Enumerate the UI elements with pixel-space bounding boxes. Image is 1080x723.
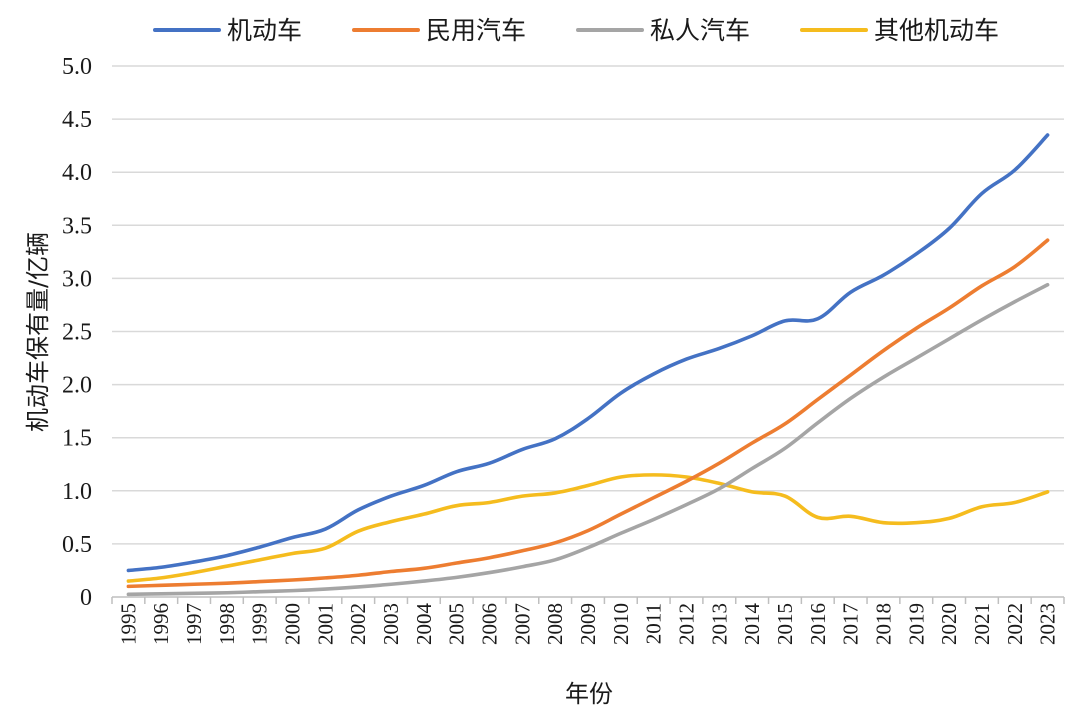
x-tick-label: 2002 — [346, 603, 370, 645]
series-line-1 — [126, 133, 1050, 573]
x-tick-label: 2018 — [871, 603, 895, 645]
x-tick-label: 2008 — [543, 603, 567, 645]
x-tick-label: 1999 — [248, 603, 272, 645]
x-tick-label: 2006 — [478, 603, 502, 645]
legend-label: 民用汽车 — [426, 16, 526, 45]
x-tick-label: 2003 — [379, 603, 403, 645]
series-line-4 — [126, 473, 1050, 583]
x-tick-label: 2020 — [937, 603, 961, 645]
gridlines — [112, 65, 1064, 598]
x-tick-label: 2011 — [642, 603, 666, 644]
x-tick-label: 2015 — [773, 603, 797, 645]
y-tick-label: 0 — [80, 585, 92, 611]
x-tick-label: 2023 — [1036, 603, 1060, 645]
y-tick-label: 1.0 — [62, 479, 92, 505]
x-tick-label: 2005 — [445, 603, 469, 645]
series-lines — [126, 133, 1050, 597]
y-tick-label: 3.5 — [62, 213, 92, 239]
x-tick-label: 2013 — [707, 603, 731, 645]
y-tick-label: 4.5 — [62, 107, 92, 133]
y-tick-label: 4.0 — [62, 160, 92, 186]
x-tick-label: 2001 — [313, 603, 337, 645]
x-tick-label: 2010 — [609, 603, 633, 645]
legend-label: 私人汽车 — [650, 16, 750, 45]
x-tick-label: 1995 — [116, 603, 140, 645]
x-axis-ticks: 1995 1996 1997 1998 1999 2000 2001 2002 2003 2004… — [111, 597, 1065, 646]
series-line-2 — [126, 238, 1050, 589]
y-axis-ticks: 0 0.5 1.0 1.5 2.0 2.5 3.0 3.5 4.0 4.5 5.0 — [62, 54, 92, 611]
x-tick-label: 2014 — [740, 603, 764, 646]
x-tick-label: 2021 — [970, 603, 994, 645]
x-tick-label: 2016 — [806, 603, 830, 645]
x-tick-label: 2004 — [412, 603, 436, 646]
x-tick-label: 2022 — [1003, 603, 1027, 645]
y-tick-label: 2.0 — [62, 373, 92, 399]
x-axis-title: 年份 — [565, 680, 613, 708]
x-tick-label: 2000 — [281, 603, 305, 645]
y-tick-label: 1.5 — [62, 426, 92, 452]
x-tick-label: 1997 — [182, 603, 206, 645]
y-tick-label: 3.0 — [62, 266, 92, 292]
x-tick-label: 2012 — [674, 603, 698, 645]
y-tick-label: 5.0 — [62, 54, 92, 80]
legend: 机动车 民用汽车 私人汽车 其他机动车 — [153, 16, 999, 45]
x-tick-label: 2017 — [839, 603, 863, 645]
x-tick-label: 2019 — [904, 603, 928, 645]
y-tick-label: 0.5 — [62, 532, 92, 558]
y-tick-label: 2.5 — [62, 320, 92, 346]
series-line-3 — [126, 282, 1050, 597]
x-tick-label: 2009 — [576, 603, 600, 645]
y-axis-title: 机动车保有量/亿辆 — [24, 232, 52, 432]
legend-label: 机动车 — [227, 16, 302, 45]
x-tick-label: 2007 — [510, 603, 534, 645]
x-tick-label: 1998 — [215, 603, 239, 645]
x-tick-label: 1996 — [149, 603, 173, 645]
legend-label: 其他机动车 — [874, 16, 999, 45]
